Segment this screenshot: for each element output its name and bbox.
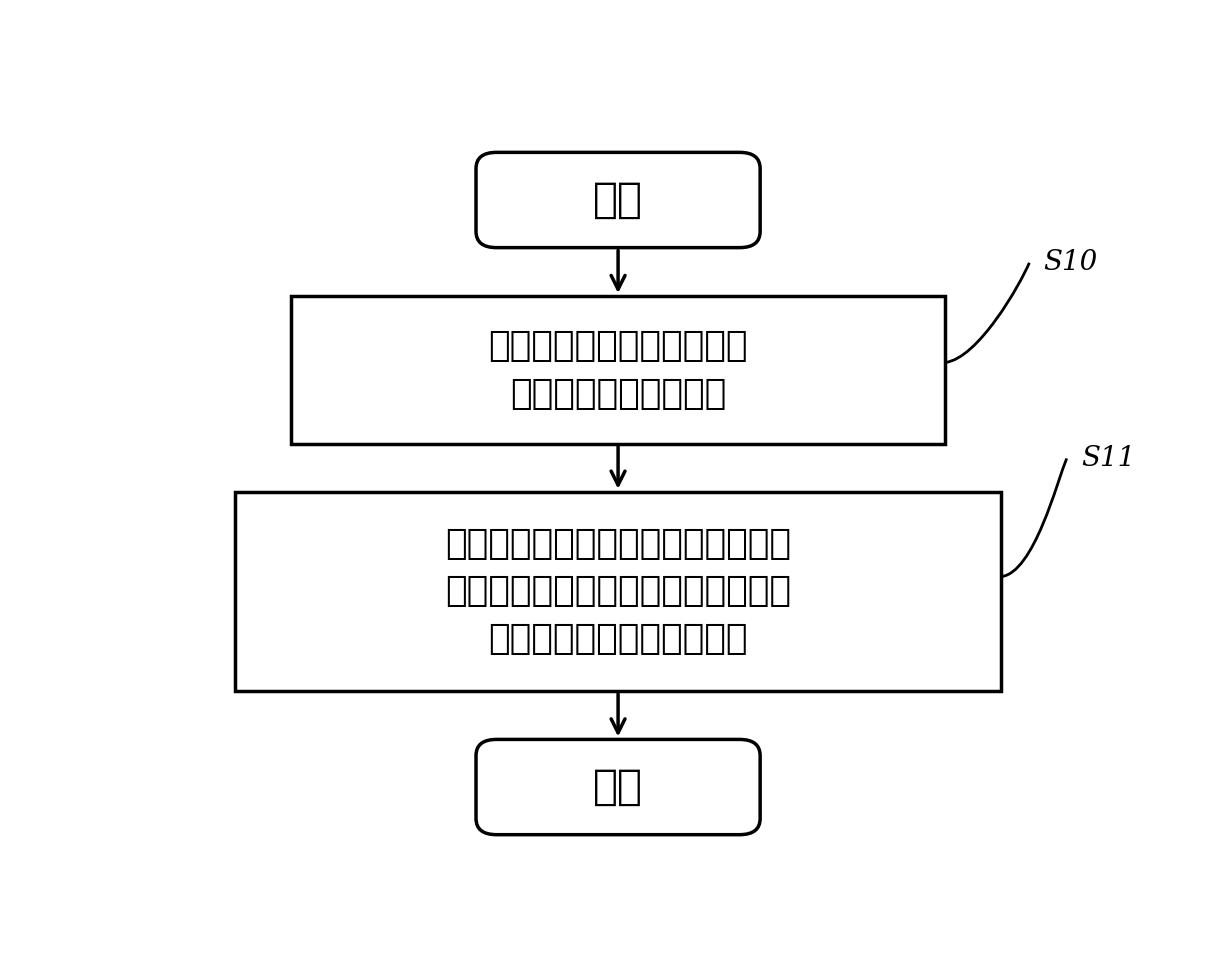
Text: 结束: 结束 — [593, 766, 643, 808]
FancyBboxPatch shape — [291, 296, 946, 444]
FancyBboxPatch shape — [235, 492, 1001, 691]
Text: 在接收到故障恢复命令后，按预设的
转矩变化率增加转矩给定值直至机组
相关参数恢复至预设范围内: 在接收到故障恢复命令后，按预设的 转矩变化率增加转矩给定值直至机组 相关参数恢复… — [445, 526, 791, 656]
Text: S10: S10 — [1043, 249, 1097, 276]
FancyBboxPatch shape — [476, 739, 760, 834]
Text: 开始: 开始 — [593, 179, 643, 221]
FancyBboxPatch shape — [476, 152, 760, 247]
Text: S11: S11 — [1081, 445, 1135, 472]
Text: 在风电机组发生故障后，检
查故障恢复命令的信号: 在风电机组发生故障后，检 查故障恢复命令的信号 — [488, 329, 748, 410]
